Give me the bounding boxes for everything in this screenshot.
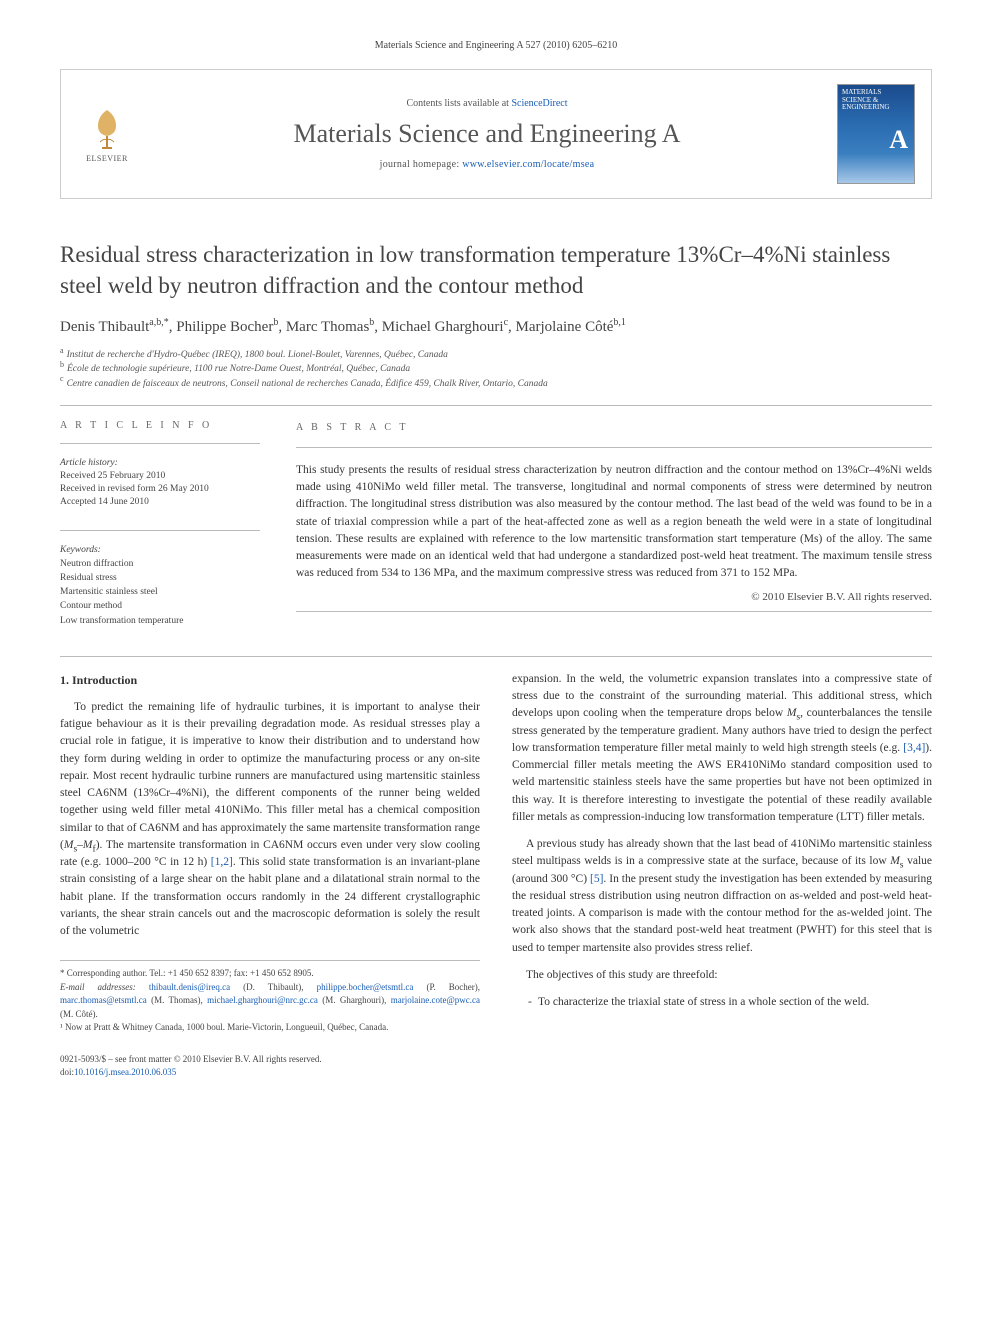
abstract-text: This study presents the results of resid… <box>296 462 932 583</box>
affiliation-line: cCentre canadien de faisceaux de neutron… <box>60 377 932 391</box>
history-line: Accepted 14 June 2010 <box>60 496 260 509</box>
divider <box>296 611 932 612</box>
keyword: Neutron diffraction <box>60 557 260 571</box>
abstract-head: a b s t r a c t <box>296 420 932 435</box>
body-paragraph: expansion. In the weld, the volumetric e… <box>512 671 932 826</box>
section-heading: 1. Introduction <box>60 671 480 689</box>
divider <box>60 656 932 657</box>
objectives-list: To characterize the triaxial state of st… <box>512 994 932 1011</box>
keywords-label: Keywords: <box>60 545 260 555</box>
history-line: Received in revised form 26 May 2010 <box>60 483 260 496</box>
email-link[interactable]: philippe.bocher@etsmtl.ca <box>317 982 414 992</box>
section-number: 1. <box>60 673 69 687</box>
divider <box>296 447 932 448</box>
footer-block: 0921-5093/$ – see front matter © 2010 El… <box>60 1053 480 1080</box>
affiliations: aInstitut de recherche d'Hydro-Québec (I… <box>60 348 932 391</box>
contents-prefix: Contents lists available at <box>406 98 511 109</box>
doi-link[interactable]: 10.1016/j.msea.2010.06.035 <box>74 1067 176 1077</box>
masthead: ELSEVIER Contents lists available at Sci… <box>60 69 932 199</box>
homepage-prefix: journal homepage: <box>380 159 463 170</box>
divider <box>60 405 932 406</box>
author-note-1: ¹ Now at Pratt & Whitney Canada, 1000 bo… <box>60 1021 480 1035</box>
history-line: Received 25 February 2010 <box>60 470 260 483</box>
elsevier-tree-icon <box>84 106 130 152</box>
abstract-column: a b s t r a c t This study presents the … <box>296 420 932 628</box>
body-col-right: expansion. In the weld, the volumetric e… <box>512 671 932 1080</box>
objective-item: To characterize the triaxial state of st… <box>528 994 932 1011</box>
running-head: Materials Science and Engineering A 527 … <box>60 40 932 51</box>
journal-cover-thumb: MATERIALS SCIENCE & ENGINEERING A <box>837 84 915 184</box>
homepage-link[interactable]: www.elsevier.com/locate/msea <box>462 159 594 170</box>
masthead-center: Contents lists available at ScienceDirec… <box>155 98 819 170</box>
history-label: Article history: <box>60 458 260 468</box>
email-addresses: E-mail addresses: thibault.denis@ireq.ca… <box>60 981 480 1022</box>
keyword: Contour method <box>60 599 260 613</box>
section-title: Introduction <box>72 673 137 687</box>
elsevier-logo: ELSEVIER <box>77 102 137 166</box>
cover-letter-a: A <box>889 125 908 155</box>
divider <box>60 443 260 444</box>
contents-line: Contents lists available at ScienceDirec… <box>155 98 819 109</box>
body-columns: 1. Introduction To predict the remaining… <box>60 671 932 1080</box>
sciencedirect-link[interactable]: ScienceDirect <box>511 98 567 109</box>
journal-name: Materials Science and Engineering A <box>155 119 819 149</box>
abstract-copyright: © 2010 Elsevier B.V. All rights reserved… <box>296 589 932 606</box>
page-container: Materials Science and Engineering A 527 … <box>0 0 992 1120</box>
email-link[interactable]: marjolaine.cote@pwc.ca <box>391 995 480 1005</box>
doi-label: doi: <box>60 1067 74 1077</box>
body-paragraph: To predict the remaining life of hydraul… <box>60 699 480 941</box>
body-paragraph: A previous study has already shown that … <box>512 836 932 957</box>
keyword: Residual stress <box>60 571 260 585</box>
authors-line: Denis Thibaulta,b,*, Philippe Bocherb, M… <box>60 319 932 336</box>
divider <box>60 530 260 531</box>
email-link[interactable]: thibault.denis@ireq.ca <box>149 982 230 992</box>
info-abstract-row: a r t i c l e i n f o Article history: R… <box>60 420 932 628</box>
article-info-column: a r t i c l e i n f o Article history: R… <box>60 420 260 628</box>
keyword: Low transformation temperature <box>60 614 260 628</box>
keyword: Martensitic stainless steel <box>60 585 260 599</box>
body-paragraph: The objectives of this study are threefo… <box>512 967 932 984</box>
affiliation-line: bÉcole de technologie supérieure, 1100 r… <box>60 362 932 376</box>
corresponding-author: * Corresponding author. Tel.: +1 450 652… <box>60 967 480 981</box>
homepage-line: journal homepage: www.elsevier.com/locat… <box>155 159 819 170</box>
email-link[interactable]: michael.gharghouri@nrc.gc.ca <box>207 995 318 1005</box>
article-title: Residual stress characterization in low … <box>60 239 932 301</box>
cover-title: MATERIALS SCIENCE & ENGINEERING <box>842 89 910 112</box>
email-link[interactable]: marc.thomas@etsmtl.ca <box>60 995 147 1005</box>
issn-line: 0921-5093/$ – see front matter © 2010 El… <box>60 1053 480 1067</box>
footnotes: * Corresponding author. Tel.: +1 450 652… <box>60 960 480 1035</box>
publisher-name: ELSEVIER <box>86 154 128 163</box>
affiliation-line: aInstitut de recherche d'Hydro-Québec (I… <box>60 348 932 362</box>
body-col-left: 1. Introduction To predict the remaining… <box>60 671 480 1080</box>
article-info-head: a r t i c l e i n f o <box>60 420 260 431</box>
doi-line: doi:10.1016/j.msea.2010.06.035 <box>60 1066 480 1080</box>
